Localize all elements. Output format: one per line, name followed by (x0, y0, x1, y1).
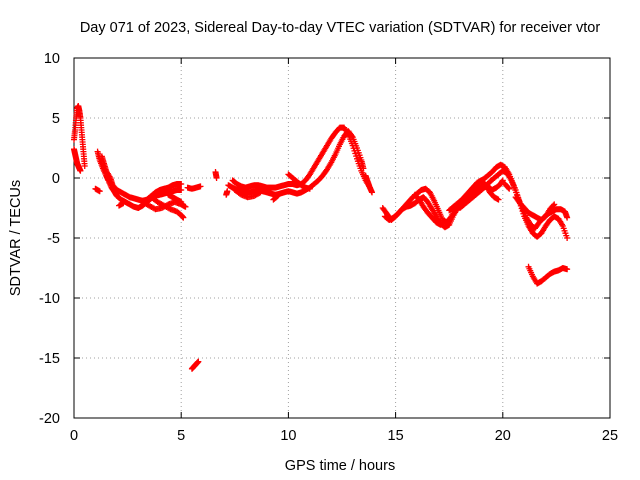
data-point (564, 266, 571, 273)
data-point (178, 199, 185, 205)
x-tick-labels: 0 5 10 15 20 25 (70, 428, 618, 444)
data-points (71, 103, 571, 372)
data-point (564, 235, 571, 241)
data-point (274, 193, 281, 199)
data-point (506, 185, 513, 192)
y-tick-label: -20 (39, 411, 60, 427)
x-tick-label: 5 (177, 428, 185, 444)
data-point (495, 196, 502, 203)
data-point (256, 190, 263, 197)
x-tick-label: 25 (602, 428, 618, 444)
data-point (257, 189, 264, 196)
data-point (551, 201, 558, 208)
data-point (505, 184, 512, 191)
y-tick-label: -15 (39, 351, 60, 367)
x-tick-label: 10 (280, 428, 296, 444)
data-point (224, 188, 231, 195)
y-axis-label: SDTVAR / TECUs (8, 180, 24, 296)
x-tick-label: 20 (495, 428, 511, 444)
data-point (197, 183, 204, 190)
data-point (96, 188, 103, 195)
data-point (213, 175, 220, 181)
y-tick-label: -10 (39, 291, 60, 307)
data-point (369, 189, 376, 196)
data-point (77, 167, 84, 174)
data-point (81, 163, 88, 169)
y-tick-label: -5 (47, 231, 60, 247)
data-point (550, 202, 557, 209)
axis-ticks (73, 57, 611, 419)
y-tick-labels: -20 -15 -10 -5 0 5 10 (39, 51, 60, 427)
data-point (499, 177, 506, 184)
data-point (182, 203, 189, 210)
data-point (437, 221, 444, 228)
grid (74, 58, 610, 418)
data-point (180, 214, 187, 221)
chart-title: Day 071 of 2023, Sidereal Day-to-day VTE… (80, 20, 600, 36)
x-axis-label: GPS time / hours (285, 458, 395, 474)
data-point (306, 185, 313, 192)
y-tick-label: 5 (52, 111, 60, 127)
x-tick-label: 15 (388, 428, 404, 444)
data-point (178, 187, 185, 193)
x-tick-label: 0 (70, 428, 78, 444)
y-tick-label: 0 (52, 171, 60, 187)
data-point (120, 200, 127, 207)
data-point (273, 193, 280, 200)
y-tick-label: 10 (44, 51, 60, 67)
data-point (178, 181, 185, 187)
data-point (195, 358, 202, 365)
data-point (564, 214, 571, 221)
